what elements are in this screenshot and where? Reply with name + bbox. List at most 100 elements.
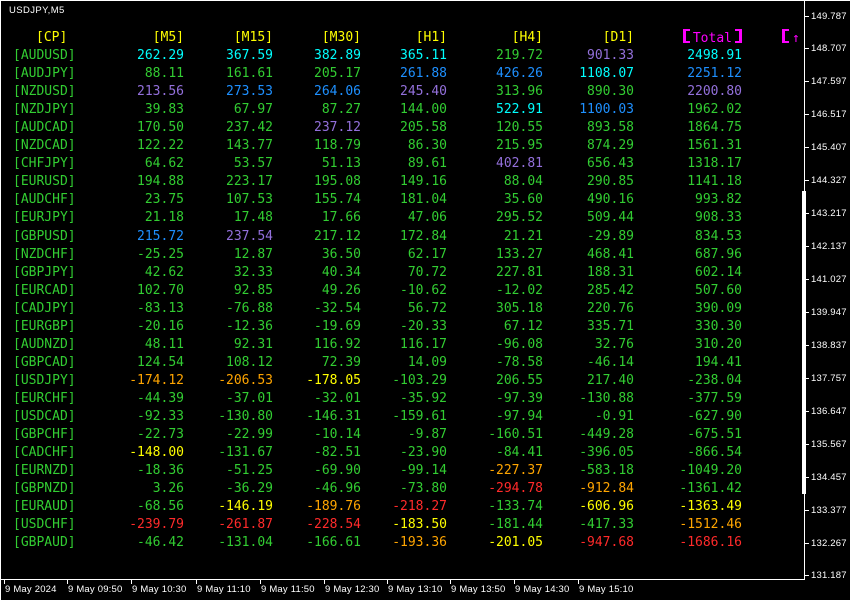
value-cell: 874.29: [587, 138, 634, 154]
pair-label: [EURCHF]: [13, 390, 76, 406]
pair-label: [GBPJPY]: [13, 264, 76, 280]
table-row: [NZDCAD] 122.22 143.77 118.79 86.30 215.95 874…: [1, 137, 761, 155]
value-cell: -1361.42: [679, 481, 742, 497]
value-cell: 172.84: [400, 228, 447, 244]
value-cell: 2251.12: [687, 66, 742, 82]
value-cell: -218.27: [392, 499, 447, 515]
table-row: [USDCAD] -92.33 -130.80 -146.31 -159.61 -97.9…: [1, 408, 761, 426]
pair-label: [GBPUSD]: [13, 228, 76, 244]
value-cell: 220.76: [587, 300, 634, 316]
value-cell: 88.04: [503, 174, 543, 190]
value-cell: 32.76: [594, 336, 634, 352]
value-cell: -146.31: [306, 408, 361, 424]
table-row: [AUDCAD] 170.50 237.42 237.12 205.58 120.55 89…: [1, 119, 761, 137]
table-row: [GBPNZD] 3.26 -36.29 -46.96 -73.80 -294.78 -91…: [1, 480, 761, 498]
value-cell: -23.90: [400, 445, 447, 461]
value-cell: -1049.20: [679, 463, 742, 479]
time-tick: [324, 580, 325, 584]
value-cell: -130.88: [579, 390, 634, 406]
price-label: 141.027: [811, 274, 847, 286]
pair-label: [CADJPY]: [13, 300, 76, 316]
pair-label: [AUDNZD]: [13, 336, 76, 352]
price-tick: [804, 81, 809, 83]
value-cell: 310.20: [695, 336, 742, 352]
value-cell: -417.33: [579, 517, 634, 533]
price-label: 132.267: [811, 537, 847, 549]
value-cell: -146.19: [218, 499, 273, 515]
pair-label: [GBPNZD]: [13, 481, 76, 497]
price-label: 143.217: [811, 208, 847, 220]
value-cell: 1318.17: [687, 156, 742, 172]
value-cell: -1686.16: [679, 535, 742, 551]
price-tick: [804, 476, 809, 478]
time-label: 9 May 2024: [5, 584, 57, 595]
time-tick: [578, 580, 579, 584]
value-cell: -0.91: [594, 408, 634, 424]
value-cell: 426.26: [496, 66, 543, 82]
pair-label: [AUDCAD]: [13, 120, 76, 136]
value-cell: 285.42: [587, 282, 634, 298]
value-cell: -68.56: [137, 499, 184, 515]
pair-label: [AUDCHF]: [13, 192, 76, 208]
pair-label: [CHFJPY]: [13, 156, 76, 172]
value-cell: 390.09: [695, 300, 742, 316]
price-tick: [804, 48, 809, 50]
left-lens-bracket-icon: [682, 29, 690, 43]
value-cell: 237.54: [226, 228, 273, 244]
value-cell: -99.14: [400, 463, 447, 479]
value-cell: 656.43: [587, 156, 634, 172]
time-label: 9 May 15:10: [579, 584, 634, 595]
price-tick: [804, 542, 809, 544]
value-cell: 64.62: [144, 156, 184, 172]
value-cell: 264.06: [314, 84, 361, 100]
chart-symbol-title: USDJPY,M5: [9, 5, 65, 16]
value-cell: 32.33: [233, 264, 273, 280]
value-cell: 215.95: [496, 138, 543, 154]
price-label: 139.947: [811, 306, 847, 318]
value-cell: 120.55: [496, 120, 543, 136]
price-label: 133.377: [811, 504, 847, 516]
value-cell: -228.54: [306, 517, 361, 533]
table-row: [USDJPY] -174.12 -206.53 -178.05 -103.29 206.…: [1, 372, 761, 390]
price-tick: [804, 147, 809, 149]
price-label: 131.187: [811, 570, 847, 582]
value-cell: -148.00: [129, 445, 184, 461]
value-cell: 273.53: [226, 84, 273, 100]
value-cell: -32.01: [314, 390, 361, 406]
value-cell: -22.99: [226, 427, 273, 443]
value-cell: 205.58: [400, 120, 447, 136]
value-cell: 1561.31: [687, 138, 742, 154]
table-row: [GBPCAD] 124.54 108.12 72.39 14.09 -78.58 -46.…: [1, 354, 761, 372]
value-cell: 2498.91: [687, 48, 742, 64]
header-total: Total: [634, 29, 742, 47]
pair-label: [EURUSD]: [13, 174, 76, 190]
value-cell: 206.55: [496, 372, 543, 388]
value-cell: 295.52: [496, 210, 543, 226]
pair-label: [AUDUSD]: [13, 48, 76, 64]
value-cell: -131.67: [218, 445, 273, 461]
value-cell: 223.17: [226, 174, 273, 190]
value-cell: -78.58: [496, 354, 543, 370]
value-cell: -238.04: [687, 372, 742, 388]
value-cell: -1363.49: [679, 499, 742, 515]
value-cell: 890.30: [587, 84, 634, 100]
value-cell: -35.92: [400, 390, 447, 406]
pair-label: [AUDJPY]: [13, 66, 76, 82]
time-axis-line: [1, 579, 805, 580]
value-cell: -912.84: [579, 481, 634, 497]
value-cell: 122.22: [137, 138, 184, 154]
value-cell: 1141.18: [687, 174, 742, 190]
pair-label: [NZDJPY]: [13, 102, 76, 118]
value-cell: 3.26: [152, 481, 184, 497]
value-cell: 17.48: [233, 210, 273, 226]
value-cell: -947.68: [579, 535, 634, 551]
table-row: [AUDCHF] 23.75 107.53 155.74 181.04 35.60 490.…: [1, 191, 761, 209]
value-cell: 17.66: [321, 210, 361, 226]
price-label: 147.597: [811, 76, 847, 88]
value-cell: -36.29: [226, 481, 273, 497]
value-cell: -46.14: [587, 354, 634, 370]
price-axis-scrollbar-thumb[interactable]: [802, 191, 806, 494]
value-cell: -583.18: [579, 463, 634, 479]
value-cell: -73.80: [400, 481, 447, 497]
